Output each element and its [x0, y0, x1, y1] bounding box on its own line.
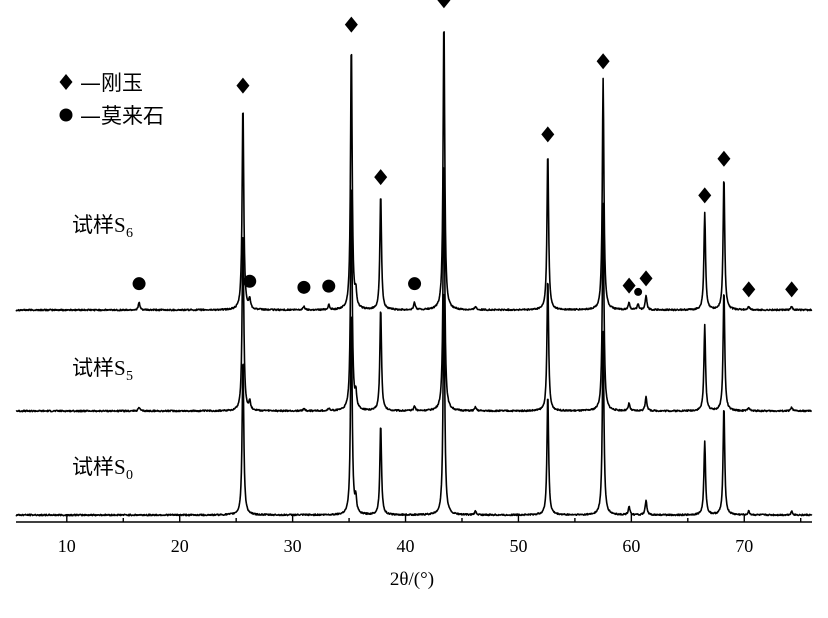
sample-label: 6 — [126, 226, 133, 241]
phase-markers-layer — [132, 0, 799, 298]
corundum-marker — [785, 281, 799, 298]
legend-circle-icon — [59, 108, 73, 122]
corundum-marker — [596, 53, 610, 70]
mullite-marker — [132, 277, 146, 291]
legend: —刚玉 —莫来石 — [59, 71, 164, 128]
legend-diamond-icon — [59, 74, 73, 90]
sample-label: 5 — [126, 369, 133, 384]
traces-layer — [15, 31, 813, 517]
xrd-trace-5 — [15, 167, 813, 413]
mullite-marker — [297, 280, 311, 294]
corundum-marker — [639, 270, 653, 287]
mullite-marker — [634, 287, 643, 296]
corundum-marker — [344, 16, 358, 33]
x-axis-ticks: 10 20 30 40 50 60 70 — [58, 514, 802, 556]
x-tick-label: 20 — [171, 536, 189, 556]
xrd-trace-0 — [15, 293, 813, 517]
sample-label: 0 — [126, 468, 133, 483]
xrd-trace-6 — [15, 31, 813, 312]
legend-entry-label: —刚玉 — [80, 71, 143, 95]
x-tick-label: 70 — [735, 536, 753, 556]
corundum-marker — [541, 126, 555, 143]
sample-label: 试样S — [72, 455, 126, 479]
corundum-marker — [374, 169, 388, 186]
x-tick-label: 40 — [397, 536, 415, 556]
x-axis-title: 2θ/(°) — [390, 569, 434, 590]
corundum-marker — [742, 281, 756, 298]
sample-label: 试样S — [72, 213, 126, 237]
x-tick-label: 50 — [509, 536, 527, 556]
x-tick-label: 30 — [284, 536, 302, 556]
mullite-marker — [243, 274, 257, 288]
corundum-marker — [236, 77, 250, 94]
corundum-marker — [437, 0, 451, 9]
corundum-marker — [622, 277, 636, 294]
sample-label: 试样S — [72, 356, 126, 380]
x-tick-label: 10 — [58, 536, 76, 556]
mullite-marker — [322, 279, 336, 293]
legend-entry-label: —莫来石 — [80, 104, 164, 128]
corundum-marker — [717, 150, 731, 167]
mullite-marker — [408, 277, 422, 291]
x-tick-label: 60 — [622, 536, 640, 556]
corundum-marker — [698, 187, 712, 204]
